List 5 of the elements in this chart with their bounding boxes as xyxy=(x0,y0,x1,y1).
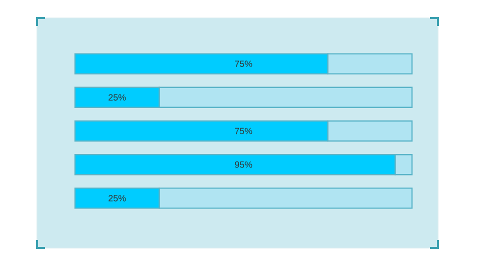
data-label: 25% xyxy=(108,195,126,202)
data-label: 75% xyxy=(234,128,252,134)
data-label: 95% xyxy=(234,161,252,168)
data-label: 25% xyxy=(108,94,126,101)
data-label: 75% xyxy=(234,60,252,67)
